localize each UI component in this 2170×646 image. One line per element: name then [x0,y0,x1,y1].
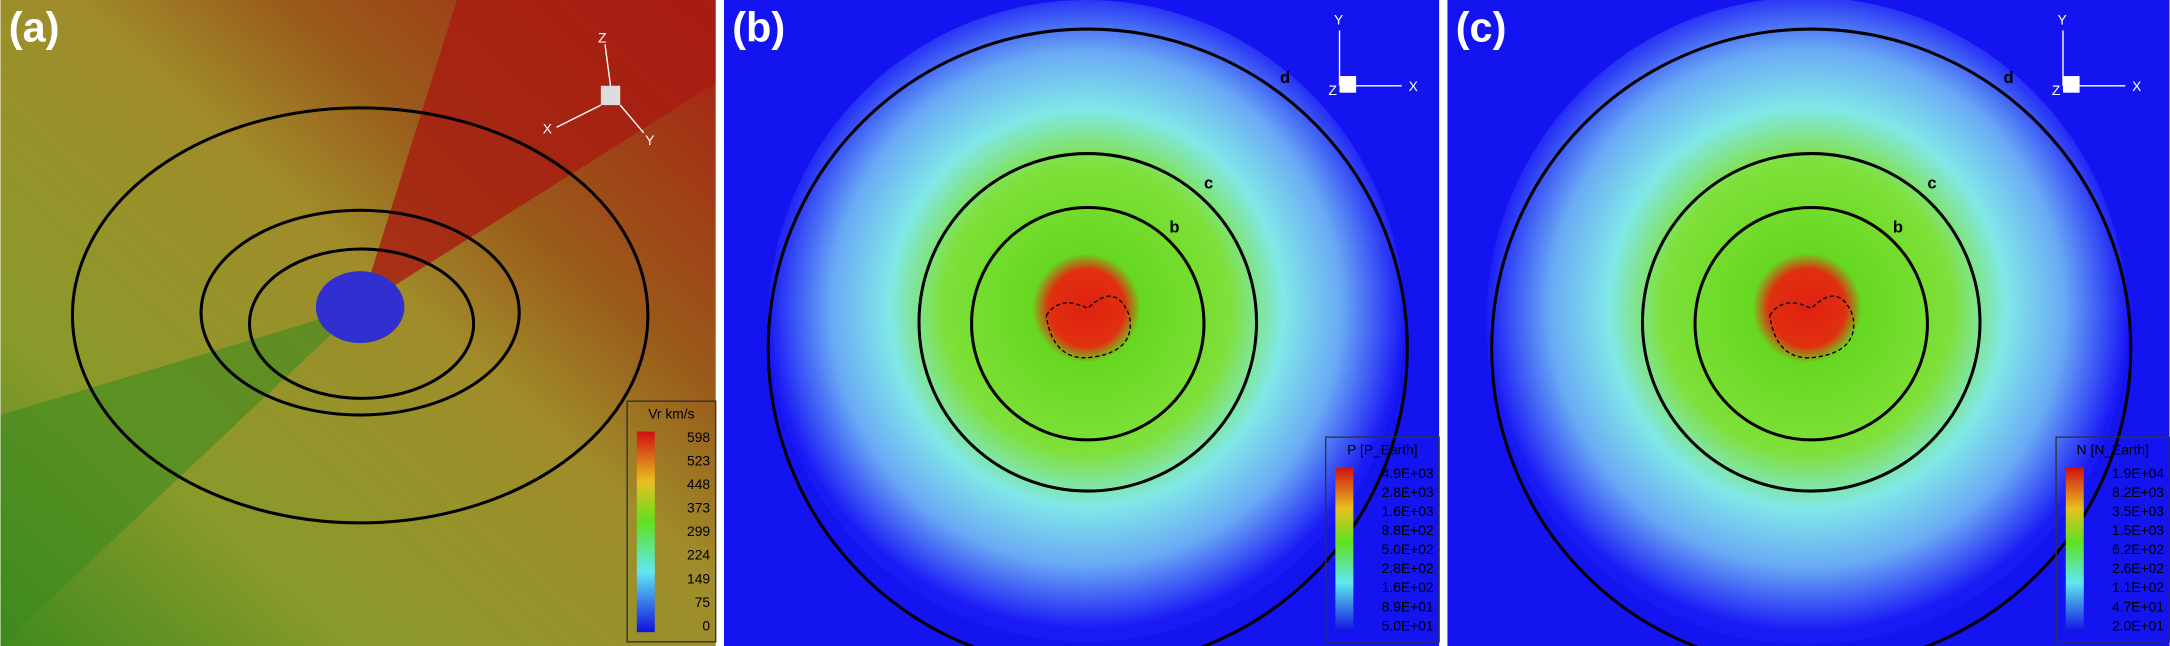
field [1486,0,2128,645]
axis-label: Z [1328,82,1337,98]
colorbar-tick: 523 [687,453,710,469]
panel-label: (c) [1456,3,1507,50]
colorbar-tick: 1.6E+02 [1382,579,1434,595]
colorbar-title: Vr km/s [648,406,694,422]
colorbar [2065,467,2084,633]
colorbar-tick: 2.0E+01 [2112,617,2164,633]
colorbar-tick: 299 [687,523,710,539]
orbit [70,106,650,525]
axis-label: Y [2057,11,2066,27]
orbit [199,208,521,417]
colorbar-tick: 1.6E+03 [1382,503,1434,519]
panel-label: (b) [732,3,785,50]
colorbar-tick: 2.8E+02 [1382,560,1434,576]
ring-label: b [1893,218,1903,237]
axis [619,104,645,134]
ring-label: d [1280,68,1290,87]
panel-label: (a) [9,3,60,50]
colorbar-tick: 8.8E+02 [1382,522,1434,538]
sun [315,271,405,344]
colorbar-tick: 2.8E+03 [1382,484,1434,500]
colorbar-tick: 75 [695,594,711,610]
colorbar-tick: 6.2E+02 [2112,541,2164,557]
axis-box [1339,76,1357,93]
colorbar-title: P [P_Earth] [1347,442,1417,458]
axis [604,44,612,86]
colorbar-tick: 373 [687,500,710,516]
colorbar-tick: 5.0E+02 [1382,541,1434,557]
colorbar-title: N [N_Earth] [2077,442,2149,458]
colorbar-tick: 4.7E+01 [2112,598,2164,614]
axis-label: X [543,121,552,137]
colorbar-tick: 0 [702,617,710,633]
colorbar-tick: 1.9E+04 [2112,465,2164,481]
ring-label: c [1927,173,1936,192]
ring [917,152,1259,493]
colorbar [636,431,655,633]
ring [1693,205,1929,442]
dashed-region [1769,295,1855,359]
field [768,0,1405,642]
colorbar-tick: 2.6E+02 [2112,560,2164,576]
ring-label: b [1169,218,1179,237]
colorbar-tick: 448 [687,476,710,492]
colorbar-tick: 8.2E+03 [2112,484,2164,500]
colorbar [1335,467,1354,633]
colorbar-tick: 224 [687,547,710,563]
ring-label: c [1204,173,1213,192]
colorbar-tick: 5.0E+01 [1382,617,1434,633]
colorbar-tick: 1.1E+02 [2112,579,2164,595]
colorbar-tick: 8.9E+01 [1382,598,1434,614]
colorbar-tick: 1.5E+03 [2112,522,2164,538]
colorbar-tick: 149 [687,570,710,586]
colorbar-tick: 598 [687,429,710,445]
colorbar-frame [1325,436,1440,643]
ring [1640,152,1982,493]
axis-label: Z [598,29,607,45]
colorbar-frame [626,400,717,643]
ring [970,205,1206,442]
colorbar-tick: 4.9E+03 [1382,465,1434,481]
axis-label: X [1409,78,1418,94]
orbit [247,247,476,400]
dashed-region [1045,295,1131,359]
axis-label: X [2132,78,2141,94]
ring [766,27,1409,646]
ring [1490,27,2133,646]
axis [556,104,602,128]
axis-label: Y [645,132,654,148]
axis-cube [600,85,621,106]
ring-label: d [2004,68,2014,87]
colorbar-tick: 3.5E+03 [2112,503,2164,519]
axis-box [2062,76,2080,93]
axis-label: Y [1334,11,1343,27]
axis-label: Z [2052,82,2061,98]
